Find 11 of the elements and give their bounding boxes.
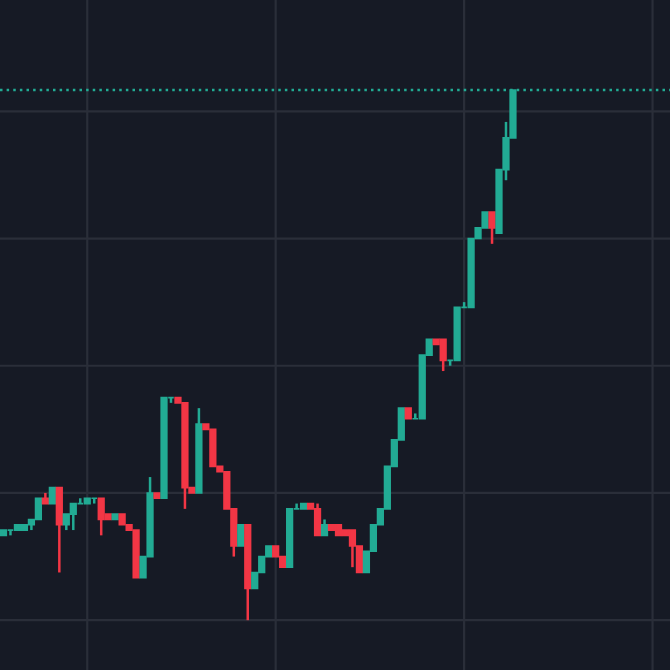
candlestick	[237, 523, 245, 547]
candlestick	[313, 502, 322, 537]
candlestick	[34, 497, 43, 521]
candlestick	[209, 428, 217, 468]
candlestick	[97, 497, 105, 537]
candlestick	[132, 529, 140, 579]
candlestick	[488, 210, 496, 246]
candlestick	[55, 486, 63, 574]
candlestick	[69, 502, 77, 532]
candlestick	[439, 337, 447, 373]
candlestick	[348, 528, 357, 569]
